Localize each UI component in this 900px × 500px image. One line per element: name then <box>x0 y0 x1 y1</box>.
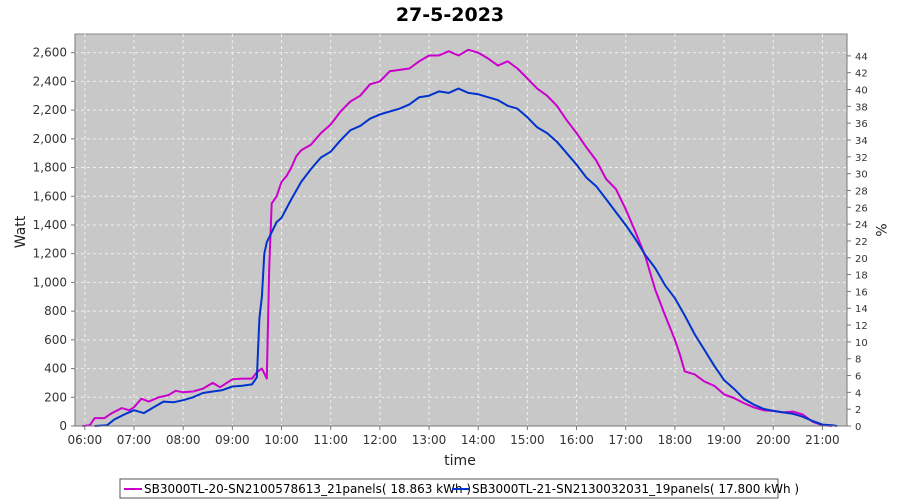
x-tick-label: 10:00 <box>264 433 299 447</box>
y2-tick-label: 14 <box>855 304 868 315</box>
legend-label: SB3000TL-20-SN2100578613_21panels( 18.86… <box>144 482 471 496</box>
x-tick-label: 19:00 <box>707 433 742 447</box>
y-tick-label: 400 <box>44 362 67 376</box>
y2-tick-label: 16 <box>855 287 868 298</box>
y-tick-label: 200 <box>44 390 67 404</box>
y2-tick-label: 44 <box>855 52 868 63</box>
y2-tick-label: 26 <box>855 203 868 214</box>
legend-box <box>119 478 779 499</box>
y-tick-label: 2,600 <box>33 46 67 60</box>
y2-tick-label: 18 <box>855 271 868 282</box>
y2-tick-label: 32 <box>855 153 868 164</box>
y2-tick-label: 30 <box>855 170 868 181</box>
y2-tick-label: 20 <box>855 254 868 265</box>
x-tick-label: 14:00 <box>461 433 496 447</box>
plot-area <box>74 33 848 427</box>
x-tick-label: 18:00 <box>658 433 693 447</box>
legend-label: SB3000TL-21-SN2130032031_19panels( 17.80… <box>472 482 799 496</box>
y-tick-label: 0 <box>59 419 67 433</box>
y-tick-label: 2,200 <box>33 103 67 117</box>
y-axis-right: 0246810121416182022242628303234363840424… <box>846 34 868 433</box>
x-tick-label: 11:00 <box>313 433 348 447</box>
y-axis-title: Watt <box>13 215 29 248</box>
y-tick-label: 800 <box>44 304 67 318</box>
x-tick-label: 06:00 <box>68 433 103 447</box>
y-tick-label: 2,000 <box>33 132 67 146</box>
x-tick-label: 07:00 <box>117 433 152 447</box>
y-tick-label: 1,400 <box>33 218 67 232</box>
y-axis-left: 0 200 400 600 800 1,000 1,200 1,400 1,600 1,800 2,… <box>33 34 76 433</box>
y2-tick-label: 34 <box>855 136 868 147</box>
x-tick-label: 21:00 <box>805 433 840 447</box>
gridlines <box>75 34 847 427</box>
y2-tick-label: 8 <box>855 355 861 366</box>
x-tick-label: 12:00 <box>363 433 398 447</box>
y-tick-label: 1,200 <box>33 247 67 261</box>
y2-tick-label: 10 <box>855 338 868 349</box>
y2-tick-label: 24 <box>855 220 868 231</box>
plot-background <box>74 33 848 427</box>
y2-axis-title: % <box>872 223 888 236</box>
y2-tick-label: 4 <box>855 388 861 399</box>
legend: SB3000TL-20-SN2100578613_21panels( 18.86… <box>119 478 799 499</box>
x-tick-label: 17:00 <box>608 433 643 447</box>
y2-tick-label: 36 <box>855 119 868 130</box>
y2-tick-label: 12 <box>855 321 868 332</box>
x-axis-title: time <box>444 453 476 469</box>
y2-tick-label: 28 <box>855 186 868 197</box>
y-tick-label: 1,800 <box>33 161 67 175</box>
x-tick-label: 15:00 <box>510 433 545 447</box>
series-line-2 <box>94 87 838 427</box>
y2-tick-label: 0 <box>855 422 861 433</box>
series-line-1 <box>82 48 833 427</box>
y2-tick-label: 38 <box>855 102 868 113</box>
y2-tick-label: 42 <box>855 69 868 80</box>
y2-tick-label: 22 <box>855 237 868 248</box>
y2-tick-label: 2 <box>855 405 861 416</box>
y-tick-label: 1,000 <box>33 275 67 289</box>
y-tick-label: 2,400 <box>33 74 67 88</box>
series-lines <box>82 48 838 427</box>
y2-tick-label: 40 <box>855 86 868 97</box>
chart-title: 27-5-2023 <box>396 4 504 26</box>
x-tick-label: 13:00 <box>412 433 447 447</box>
x-tick-label: 09:00 <box>215 433 250 447</box>
y-tick-label: 600 <box>44 333 67 347</box>
y-tick-label: 1,600 <box>33 189 67 203</box>
x-tick-label: 08:00 <box>166 433 201 447</box>
x-tick-label: 16:00 <box>559 433 594 447</box>
x-axis: 06:00 07:00 08:00 09:00 10:00 11:00 12:00 13:00… <box>68 425 847 447</box>
y2-tick-label: 6 <box>855 372 861 383</box>
x-tick-label: 20:00 <box>756 433 791 447</box>
